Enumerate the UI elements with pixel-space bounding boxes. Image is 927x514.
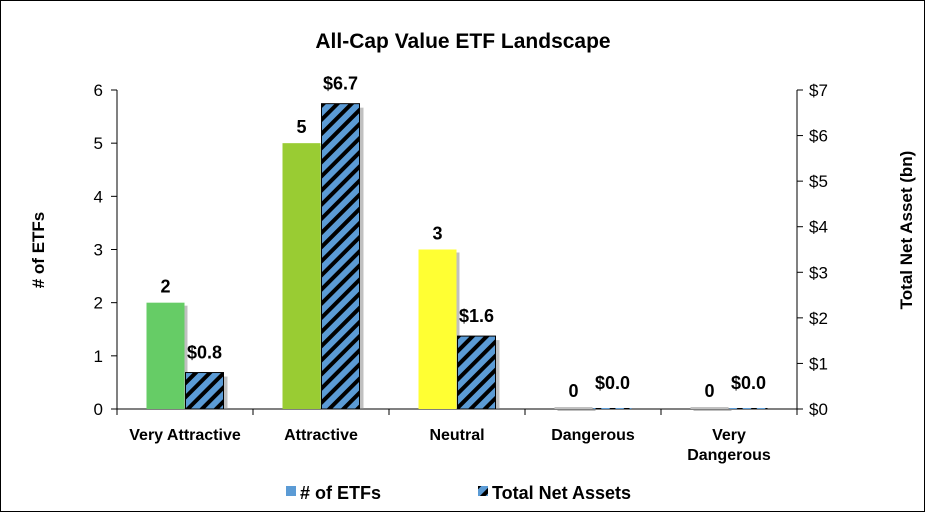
y-tick-label: 3 — [94, 241, 103, 260]
y-tick-label: 1 — [94, 347, 103, 366]
bar-etf-count — [554, 407, 593, 409]
data-label-etf-count: 0 — [704, 381, 714, 401]
legend-label-etfs: # of ETFs — [300, 483, 381, 503]
data-label-etf-count: 5 — [296, 117, 306, 137]
data-label-net-assets: $0.0 — [731, 373, 766, 393]
data-labels: 2 $0.8 5 $6.7 3 $1.6 0 $0.0 0 $0.0 — [160, 74, 766, 401]
bar-etf-count — [690, 407, 729, 409]
y-tick-label: 6 — [94, 81, 103, 100]
legend: # of ETFs Total Net Assets — [286, 483, 631, 503]
bar-net-assets — [321, 103, 360, 410]
y2-tick-label: $4 — [809, 218, 828, 237]
bar-net-assets — [457, 335, 496, 410]
bar-shadow — [693, 410, 732, 411]
bar-etf-count — [146, 302, 185, 409]
y2-tick-label: $0 — [809, 400, 828, 419]
data-label-net-assets: $6.7 — [323, 74, 358, 94]
category-label: Very Attractive — [129, 427, 241, 444]
legend-swatch-etfs — [286, 486, 296, 496]
bar-net-assets — [729, 408, 768, 409]
data-label-etf-count: 2 — [160, 277, 170, 297]
chart-title: All-Cap Value ETF Landscape — [315, 30, 610, 53]
y2-tick-label: $6 — [809, 127, 828, 146]
y-tick-label: 0 — [94, 400, 103, 419]
y2-tick-label: $5 — [809, 172, 828, 191]
bar-etf-count — [418, 249, 457, 409]
data-label-etf-count: 3 — [432, 224, 442, 244]
bar-net-assets — [593, 408, 632, 409]
bars — [146, 103, 768, 411]
data-label-etf-count: 0 — [568, 381, 578, 401]
y2-tick-label: $3 — [809, 263, 828, 282]
data-label-net-assets: $1.6 — [459, 306, 494, 326]
y-tick-label: 5 — [94, 134, 103, 153]
y-axis-label: # of ETFs — [29, 212, 48, 289]
data-label-net-assets: $0.8 — [187, 343, 222, 363]
category-label: Very Dangerous — [687, 427, 771, 464]
y2-tick-label: $1 — [809, 354, 828, 373]
y-tick-label: 2 — [94, 294, 103, 313]
bar-shadow — [557, 410, 596, 411]
category-labels: Very Attractive Attractive Neutral Dangerou… — [129, 427, 771, 464]
data-label-net-assets: $0.0 — [595, 373, 630, 393]
y-tick-label: 4 — [94, 187, 103, 206]
y2-tick-label: $2 — [809, 309, 828, 328]
legend-label-net-assets: Total Net Assets — [492, 483, 631, 503]
category-label: Attractive — [284, 427, 358, 444]
legend-swatch-net-assets — [478, 486, 488, 496]
y2-axis-label: Total Net Asset (bn) — [897, 151, 916, 310]
y2-axis-ticks: $0 $1 $2 $3 $4 $5 $6 $7 — [797, 81, 828, 419]
y2-tick-label: $7 — [809, 81, 828, 100]
category-label: Dangerous — [551, 427, 635, 444]
bar-etf-count — [282, 143, 321, 409]
bar-net-assets — [185, 372, 224, 410]
category-label: Neutral — [429, 427, 484, 444]
y-axis-ticks: 0 1 2 3 4 5 6 — [94, 81, 117, 419]
